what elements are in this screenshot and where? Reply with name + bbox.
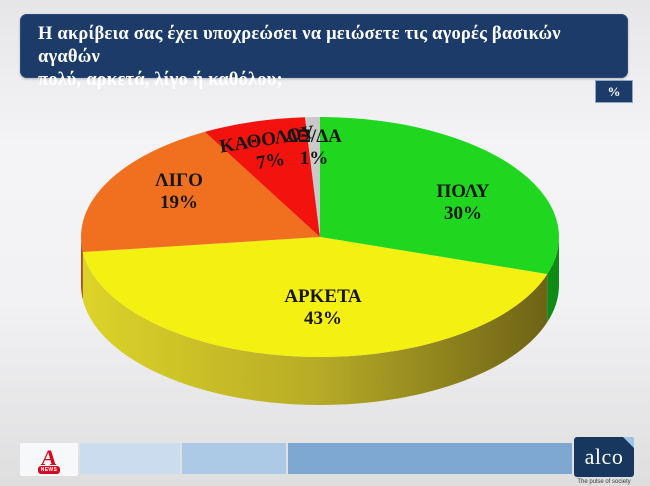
question-line-1: Η ακρίβεια σας έχει υποχρεώσει να μειώσε… xyxy=(38,24,561,67)
alpha-news-logo: Α NEWS xyxy=(20,443,78,476)
pie-side-ΑΡΚΕΤΑ xyxy=(82,252,548,405)
footer-blue-segment-1 xyxy=(80,443,180,474)
pie-side-ΠΟΛΥ xyxy=(547,237,559,323)
pie-chart-3d xyxy=(81,117,559,405)
pie-slice-ΑΡΚΕΤΑ xyxy=(82,237,548,357)
alco-tagline: The pulse of society xyxy=(577,479,631,485)
pie-slice-ΠΟΛΥ xyxy=(320,117,559,275)
question-header: Η ακρίβεια σας έχει υποχρεώσει να μειώσε… xyxy=(20,14,628,90)
alpha-news-pill: NEWS xyxy=(37,464,61,475)
pie-slice-ΔΞ/ΔΑ xyxy=(304,117,320,237)
question-line-2: πολύ, αρκετά, λίγο ή καθόλου; xyxy=(38,70,283,90)
alco-logo: alco xyxy=(574,437,634,477)
alco-corner-icon xyxy=(623,437,634,448)
pie-side-ΛΙΓΟ xyxy=(81,237,83,301)
alpha-news-icon: Α NEWS xyxy=(37,445,61,475)
footer-blue-segment-3 xyxy=(288,443,572,474)
footer-blue-segment-2 xyxy=(182,443,286,474)
pie-slice-ΛΙΓΟ xyxy=(81,131,320,253)
pie-slice-ΚΑΘΟΛΟΥ xyxy=(204,117,320,237)
percent-unit-badge: % xyxy=(595,80,633,103)
alco-name: alco xyxy=(584,444,624,469)
percent-unit-label: % xyxy=(607,83,621,99)
